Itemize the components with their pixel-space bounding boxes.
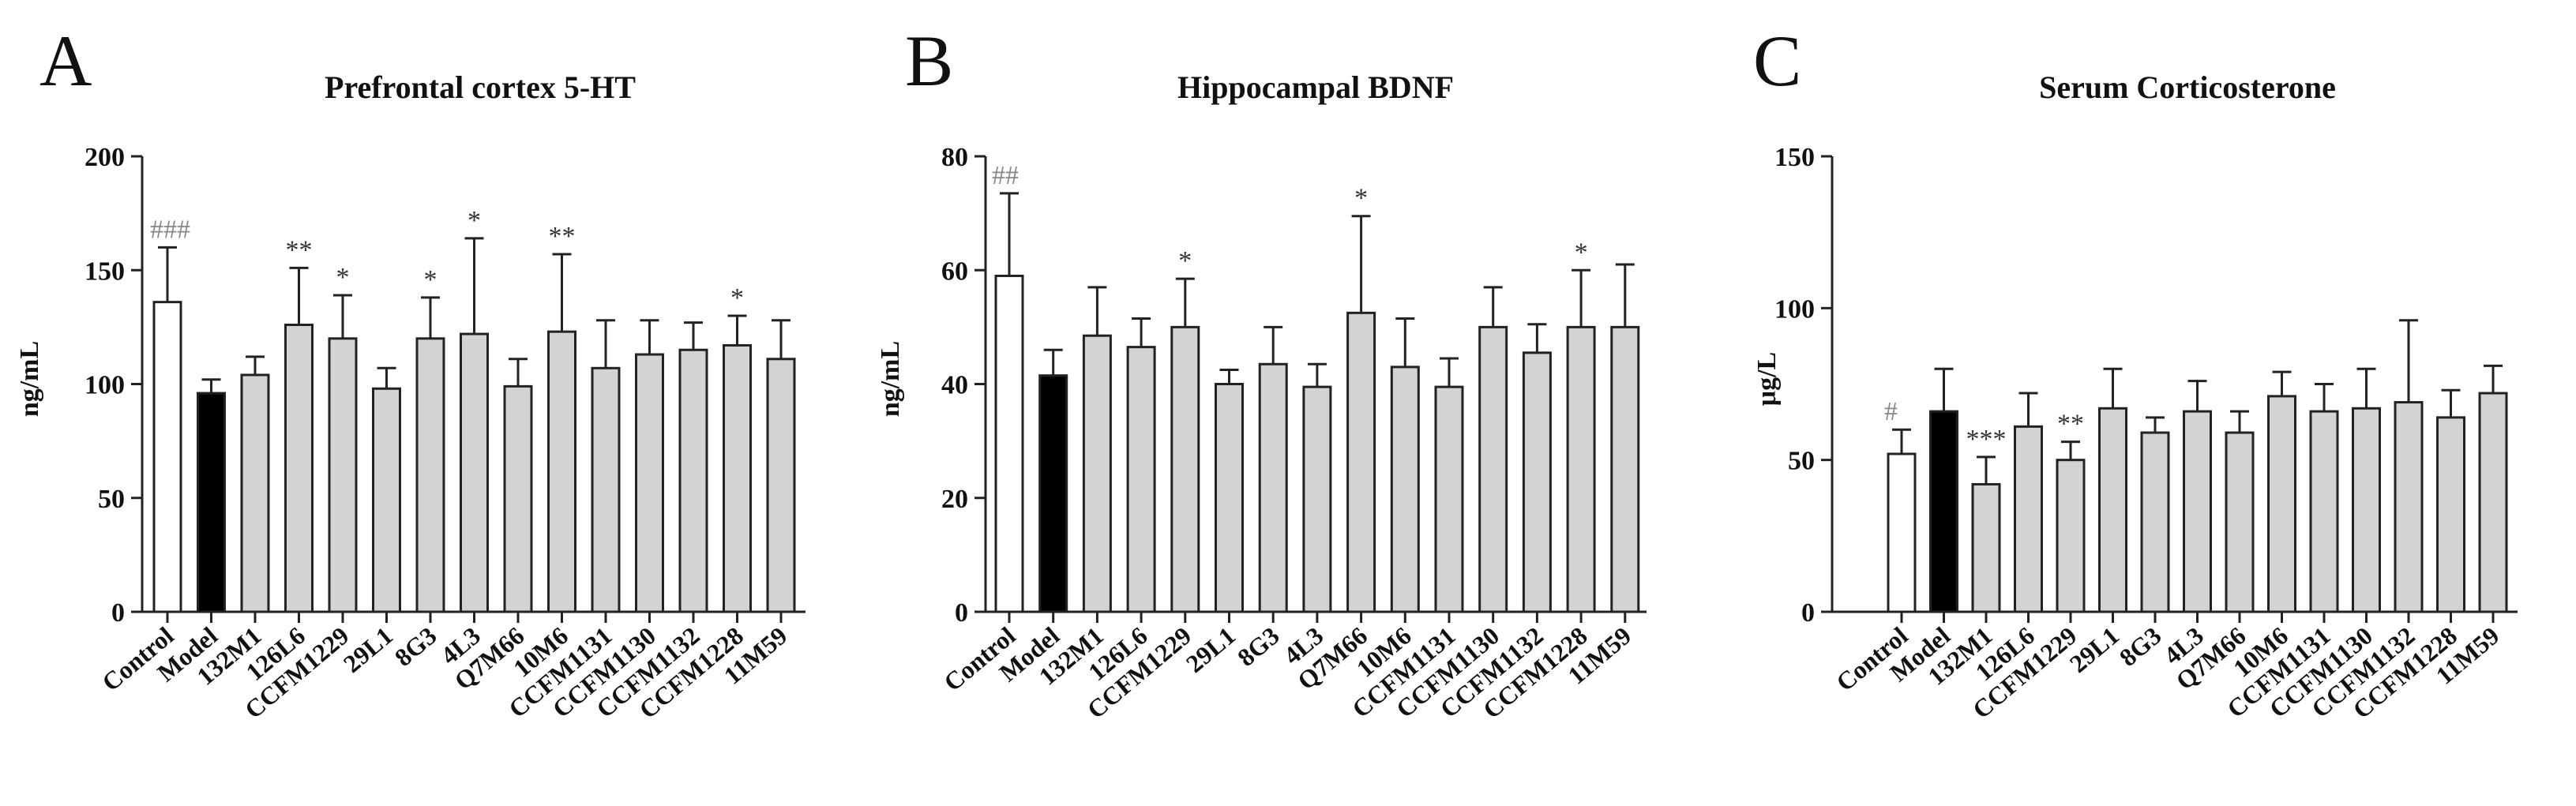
- bar: [2225, 431, 2255, 613]
- bar: [1346, 311, 1376, 613]
- bar: [591, 366, 621, 613]
- panel-b: B Hippocampal BDNF ng/mL 020406080Contro…: [876, 21, 1647, 724]
- x-tick-label: 8G3: [1232, 621, 1285, 672]
- bar: [678, 348, 708, 613]
- y-tick-label: 0: [955, 598, 968, 628]
- bar: [240, 373, 270, 613]
- panel-c: C Serum Corticosterone μg/L 050100150Con…: [1752, 21, 2518, 724]
- bar: [152, 301, 182, 613]
- bar: [1971, 482, 2001, 613]
- y-tick-label: 50: [1788, 447, 1815, 476]
- bar: [328, 337, 358, 613]
- x-tick-label: 8G3: [389, 621, 442, 672]
- y-tick-label: 60: [941, 257, 968, 286]
- plot-area: 050100150Control#Model132M1***126L6CCFM1…: [1774, 143, 2518, 724]
- chart-title: Prefrontal cortex 5-HT: [325, 69, 636, 105]
- chart-title: Serum Corticosterone: [2039, 69, 2336, 105]
- bar: [284, 323, 314, 613]
- significance-label: *: [468, 206, 481, 235]
- bar: [1302, 385, 1332, 613]
- significance-label: **: [286, 235, 313, 264]
- bar: [2309, 410, 2339, 613]
- significance-label: #: [1884, 397, 1898, 426]
- y-axis-label: ng/mL: [15, 341, 44, 417]
- bar: [2056, 459, 2086, 613]
- bar: [2478, 392, 2508, 613]
- bar: [1929, 410, 1958, 613]
- bar: [415, 337, 445, 613]
- bar: [2352, 407, 2381, 613]
- bar: [2140, 431, 2170, 613]
- y-tick-label: 50: [98, 485, 125, 514]
- plot-area: 020406080Control##Model132M1126L6CCFM122…: [938, 143, 1647, 724]
- bar: [635, 353, 664, 613]
- bar: [1170, 325, 1200, 613]
- bar: [1082, 334, 1112, 613]
- y-tick-label: 0: [111, 598, 125, 628]
- significance-label: ###: [150, 215, 190, 244]
- y-tick-label: 20: [941, 485, 968, 514]
- bar: [766, 358, 796, 613]
- panel-letter: B: [905, 21, 953, 101]
- y-tick-label: 150: [84, 257, 125, 286]
- bar: [723, 343, 752, 613]
- bar: [503, 384, 533, 613]
- bar: [2394, 401, 2424, 613]
- bar: [1215, 383, 1244, 613]
- bar: [1887, 452, 1917, 613]
- bar: [1038, 374, 1068, 613]
- y-tick-label: 0: [1801, 598, 1815, 628]
- bar: [372, 387, 401, 613]
- significance-label: *: [1354, 184, 1368, 213]
- bar: [197, 392, 226, 613]
- plot-area: 050100150200Control###Model132M1126L6**C…: [84, 143, 805, 724]
- bar: [1610, 325, 1640, 613]
- chart-title: Hippocampal BDNF: [1177, 69, 1454, 105]
- x-tick-label: 8G3: [2114, 621, 2167, 672]
- bar: [1566, 325, 1596, 613]
- bar: [460, 332, 489, 613]
- bar: [1478, 325, 1508, 613]
- y-tick-label: 150: [1774, 143, 1815, 172]
- significance-label: **: [2057, 410, 2084, 439]
- panel-a: A Prefrontal cortex 5-HT ng/mL 0 50 100 150…: [15, 21, 805, 724]
- panel-letter: A: [39, 21, 92, 101]
- y-axis-label: ng/mL: [876, 341, 905, 417]
- bar: [547, 330, 576, 613]
- bar: [2098, 407, 2127, 613]
- significance-label: **: [549, 222, 576, 251]
- bar: [2267, 395, 2296, 613]
- significance-label: ***: [1966, 425, 2007, 454]
- bar: [2436, 416, 2465, 613]
- y-tick-label: 80: [941, 143, 968, 172]
- bar: [2014, 425, 2043, 613]
- significance-label: *: [1575, 238, 1588, 267]
- y-tick-label: 200: [84, 143, 125, 172]
- significance-label: *: [1178, 246, 1192, 276]
- significance-label: *: [424, 265, 437, 294]
- bar: [1390, 366, 1420, 613]
- y-tick-label: 40: [941, 371, 968, 400]
- panel-letter: C: [1753, 21, 1801, 101]
- significance-label: *: [730, 283, 744, 313]
- bar: [1434, 385, 1464, 613]
- bar: [1258, 362, 1288, 613]
- significance-label: ##: [992, 161, 1019, 190]
- bar: [2183, 410, 2212, 613]
- significance-label: *: [336, 263, 350, 292]
- y-tick-label: 100: [84, 371, 125, 400]
- bar: [994, 274, 1024, 613]
- bar: [1522, 351, 1552, 613]
- bar: [1126, 346, 1156, 613]
- y-axis-label: μg/L: [1752, 352, 1782, 406]
- y-tick-label: 100: [1774, 294, 1815, 324]
